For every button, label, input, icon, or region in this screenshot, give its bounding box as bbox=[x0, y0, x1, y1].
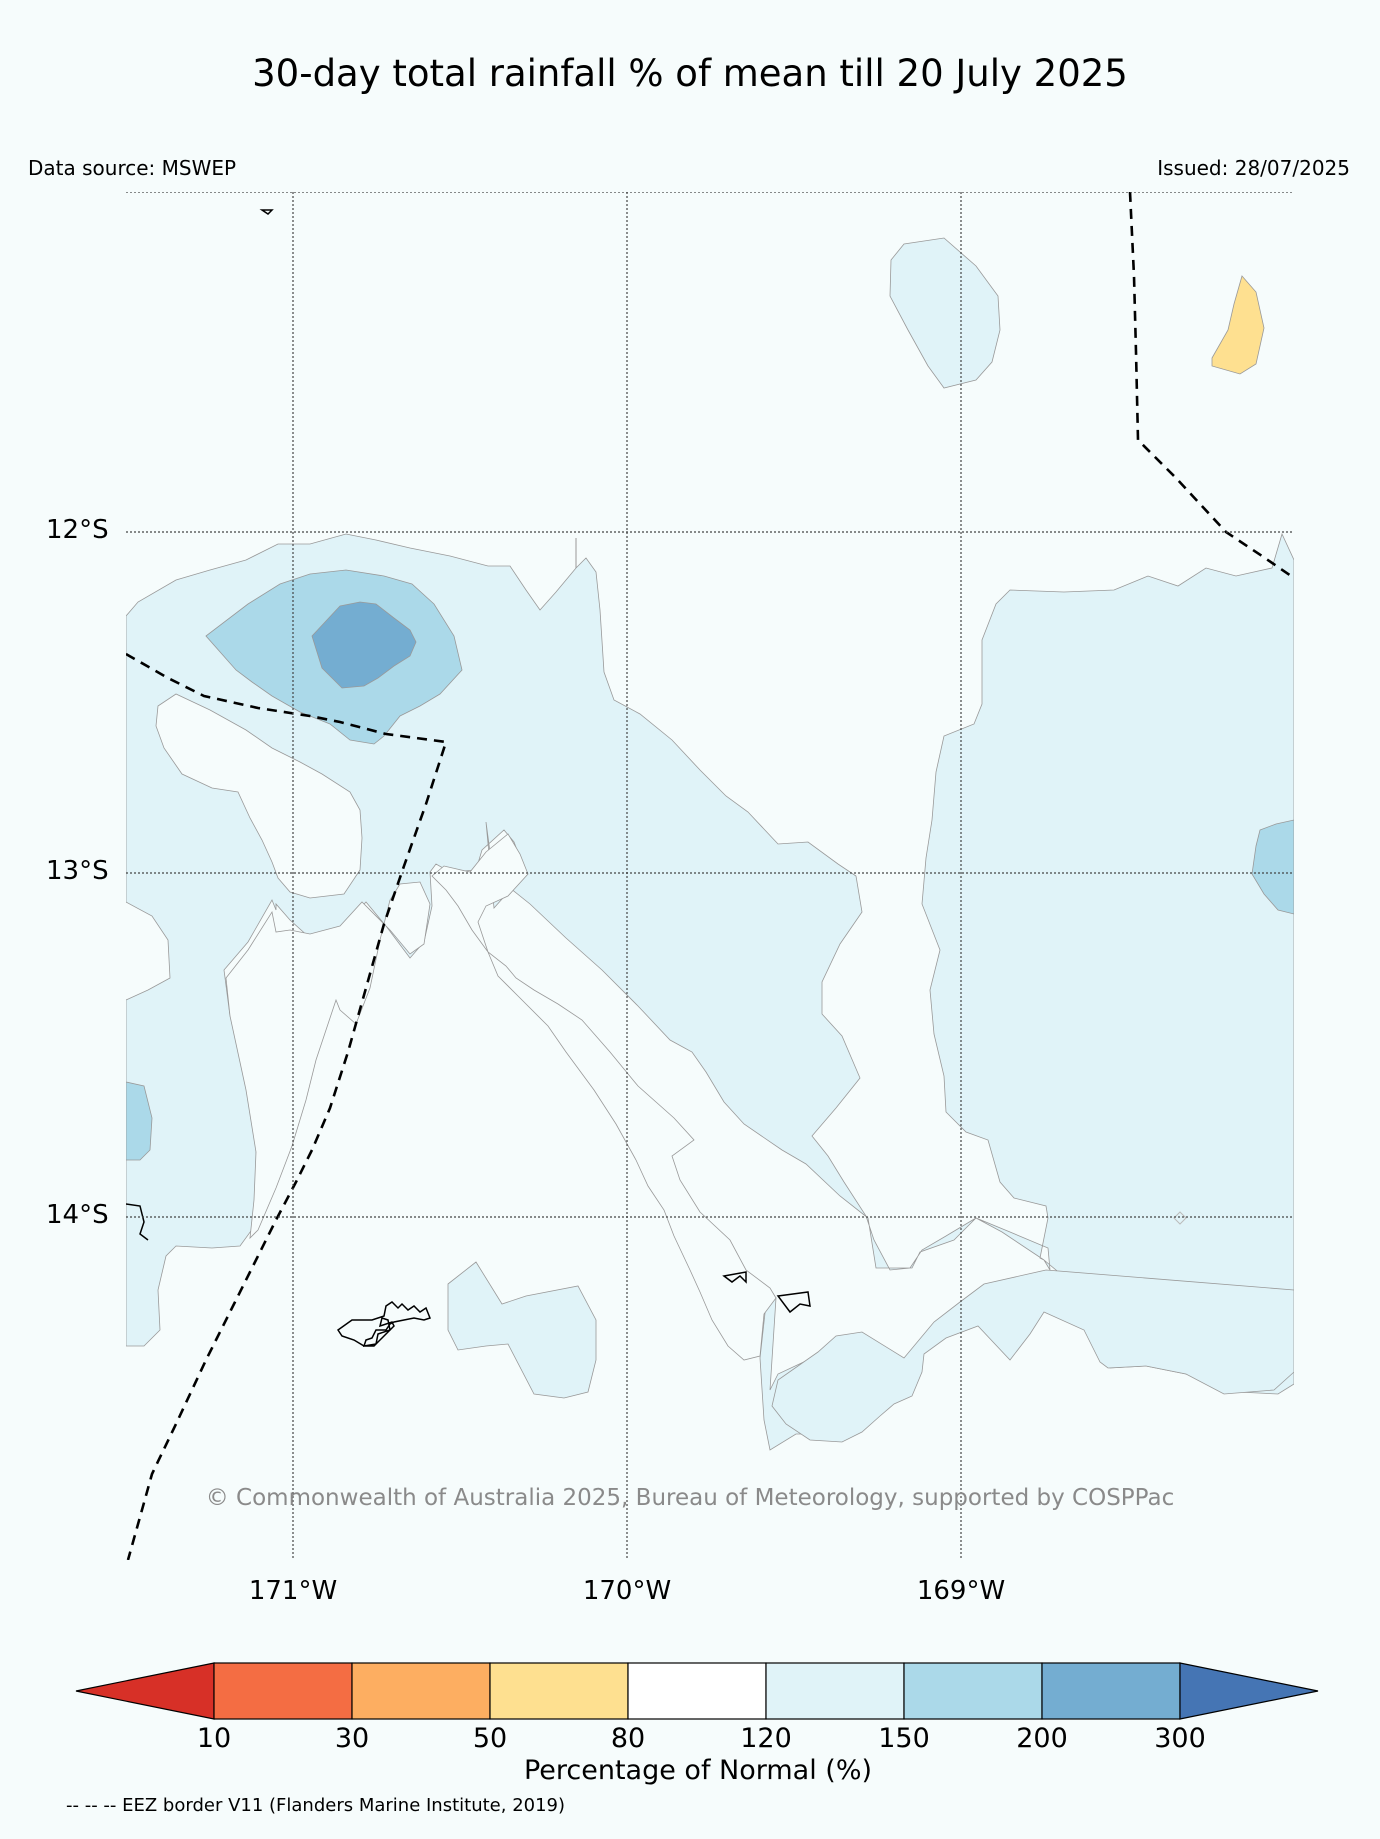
colorbar-title: Percentage of Normal (%) bbox=[523, 1755, 873, 1786]
colorbar-tick-label: 150 bbox=[878, 1723, 930, 1754]
normal-hole-southwest bbox=[225, 881, 431, 1240]
colorbar-bin-30-50 bbox=[351, 1662, 491, 1720]
rain-region-200-300 bbox=[311, 601, 417, 689]
lon-label-169w: 169°W bbox=[916, 1576, 1006, 1606]
colorbar-tick-label: 50 bbox=[472, 1723, 508, 1754]
colorbar-extend-low bbox=[75, 1662, 215, 1720]
island-coastline-tau bbox=[336, 1301, 431, 1347]
rain-region-50-80 bbox=[1211, 275, 1265, 375]
gridlines bbox=[126, 192, 1294, 1560]
island-coastline-small-2 bbox=[776, 1291, 811, 1314]
lat-label-12s: 12°S bbox=[46, 515, 109, 545]
rain-region-south-small bbox=[447, 1261, 597, 1399]
colorbar-bin-50-80 bbox=[489, 1662, 629, 1720]
coast-edge-west bbox=[126, 1203, 149, 1241]
lat-label-13s: 13°S bbox=[46, 856, 109, 886]
lon-label-170w: 170°W bbox=[582, 1576, 672, 1606]
data-source-label: Data source: MSWEP bbox=[28, 156, 237, 180]
colorbar-tick-label: 120 bbox=[740, 1723, 792, 1754]
colorbar-tick-label: 80 bbox=[610, 1723, 646, 1754]
rain-region-south-east bbox=[771, 1269, 1294, 1443]
map-title: 30-day total rainfall % of mean till 20 … bbox=[252, 52, 1128, 95]
lon-label-171w: 171°W bbox=[248, 1576, 338, 1606]
colorbar-tick-label: 10 bbox=[196, 1723, 232, 1754]
rain-region-150-200-east bbox=[1251, 819, 1294, 915]
rain-region-upper-island bbox=[889, 237, 1001, 389]
colorbar-bin-120-150 bbox=[765, 1662, 905, 1720]
rain-region-150-200-west bbox=[126, 1081, 153, 1161]
coastlines bbox=[126, 209, 1187, 1347]
colorbar-tick-label: 200 bbox=[1016, 1723, 1068, 1754]
normal-hole-west bbox=[155, 693, 363, 899]
colorbar-tick-label: 300 bbox=[1154, 1723, 1206, 1754]
coast-faint-east bbox=[1173, 1211, 1187, 1225]
category-80-120-holes bbox=[155, 693, 777, 1361]
eez-border-note: -- -- -- EEZ border V11 (Flanders Marine… bbox=[66, 1795, 566, 1816]
eez-border-east bbox=[1128, 192, 1294, 580]
copyright-notice: © Commonwealth of Australia 2025, Bureau… bbox=[205, 1485, 1175, 1511]
colorbar-bin-10-30 bbox=[213, 1662, 353, 1720]
lat-label-14s: 14°S bbox=[46, 1200, 109, 1230]
island-coastline-small-1 bbox=[722, 1271, 747, 1284]
category-200-300-regions bbox=[311, 601, 417, 689]
map-area bbox=[126, 192, 1294, 1560]
issued-date-label: Issued: 28/07/2025 bbox=[1157, 156, 1350, 180]
normal-hole-central bbox=[431, 833, 777, 1361]
colorbar-bin-150-200 bbox=[903, 1662, 1043, 1720]
category-50-80-regions bbox=[1211, 275, 1265, 375]
island-coastline-north-speck bbox=[259, 209, 274, 215]
colorbar-bin-200-300 bbox=[1041, 1662, 1181, 1720]
colorbar-tick-label: 30 bbox=[334, 1723, 370, 1754]
category-120-150-regions bbox=[126, 237, 1294, 1451]
colorbar-extend-high bbox=[1179, 1662, 1319, 1720]
colorbar-bin-80-120 bbox=[627, 1662, 767, 1720]
colorbar bbox=[75, 1662, 1319, 1720]
